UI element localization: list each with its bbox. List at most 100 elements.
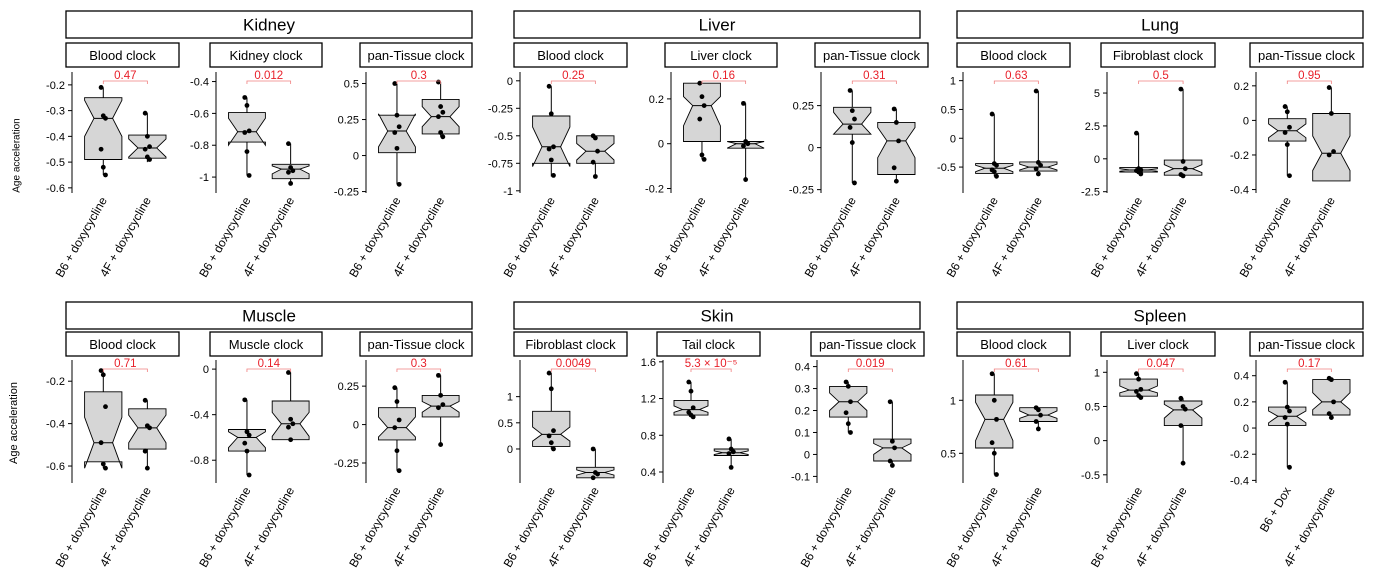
y-tick-label: 0 bbox=[353, 151, 359, 163]
data-point bbox=[440, 402, 446, 407]
p-value-label: 0.3 bbox=[411, 70, 427, 82]
y-tick-label: -0.5 bbox=[937, 162, 956, 174]
notched-box bbox=[1163, 159, 1203, 176]
data-point bbox=[849, 140, 855, 145]
group-title-text: Lung bbox=[1141, 16, 1179, 35]
panel-title-box bbox=[65, 331, 180, 357]
data-point bbox=[994, 162, 999, 168]
y-tick-label: 0 bbox=[507, 76, 513, 88]
notched-box bbox=[1119, 378, 1158, 397]
panel-title-box bbox=[1249, 42, 1364, 68]
y-tick-label: 0 bbox=[804, 449, 810, 461]
data-point bbox=[1287, 464, 1292, 470]
p-value-bracket bbox=[690, 368, 732, 372]
y-tick-label: -0.2 bbox=[46, 376, 65, 388]
data-point bbox=[436, 372, 441, 378]
data-point bbox=[728, 464, 734, 470]
data-point bbox=[103, 115, 108, 121]
panel-title-text: Blood clock bbox=[537, 48, 604, 63]
p-value-label: 0.047 bbox=[1146, 358, 1175, 370]
data-point bbox=[690, 405, 696, 411]
data-point bbox=[1134, 130, 1139, 136]
data-point bbox=[1180, 460, 1186, 466]
data-point bbox=[147, 144, 152, 150]
y-tick-label: -0.4 bbox=[190, 77, 209, 89]
p-value-label: 0.31 bbox=[863, 70, 885, 82]
y-tick-label: 0 bbox=[353, 420, 359, 432]
data-point bbox=[551, 428, 556, 434]
panel-title-box bbox=[1100, 42, 1216, 68]
data-point bbox=[726, 436, 732, 442]
data-point bbox=[1035, 426, 1041, 432]
p-value-label: 0.012 bbox=[254, 70, 283, 82]
data-point bbox=[592, 135, 598, 141]
data-point bbox=[1282, 104, 1288, 109]
panel-title-box bbox=[359, 331, 473, 357]
panel-title-box bbox=[359, 42, 473, 68]
panel-title-text: Liver clock bbox=[690, 48, 752, 63]
p-value-label: 0.019 bbox=[856, 358, 885, 370]
data-point bbox=[100, 372, 106, 378]
data-point bbox=[688, 388, 694, 394]
y-tick-label: -0.1 bbox=[791, 471, 810, 483]
data-point bbox=[396, 417, 402, 423]
data-point bbox=[592, 174, 598, 179]
data-point bbox=[100, 461, 106, 467]
y-tick-label: -0.4 bbox=[46, 419, 65, 431]
data-point bbox=[1136, 376, 1142, 382]
data-point bbox=[991, 169, 997, 175]
notched-box bbox=[832, 106, 872, 135]
data-point bbox=[1328, 377, 1334, 383]
data-point bbox=[991, 397, 997, 403]
data-point bbox=[843, 410, 849, 416]
y-tick-label: 0.2 bbox=[795, 406, 810, 418]
panel-title-box bbox=[513, 42, 628, 68]
data-point bbox=[546, 433, 552, 439]
y-tick-label: -0.2 bbox=[1230, 150, 1249, 162]
y-tick-label: 1 bbox=[1094, 367, 1100, 379]
notched-box bbox=[84, 391, 123, 469]
data-point bbox=[142, 448, 148, 454]
data-point bbox=[392, 385, 398, 391]
data-point bbox=[392, 81, 398, 86]
y-tick-label: 0.4 bbox=[641, 467, 656, 479]
y-tick-label: -0.8 bbox=[190, 455, 209, 467]
y-tick-label: 0 bbox=[1094, 154, 1100, 166]
data-point bbox=[1282, 415, 1288, 420]
y-tick-label: 1 bbox=[950, 395, 956, 407]
data-point bbox=[548, 111, 554, 117]
group-title-text: Liver bbox=[699, 16, 736, 35]
data-point bbox=[396, 181, 402, 187]
data-point bbox=[548, 157, 554, 163]
data-point bbox=[286, 169, 291, 175]
y-tick-label: -0.4 bbox=[1230, 185, 1249, 197]
data-point bbox=[436, 79, 441, 85]
data-point bbox=[144, 133, 150, 139]
data-point bbox=[1182, 166, 1188, 172]
group-title-liver: Liver bbox=[513, 10, 921, 39]
y-tick-label: 0.2 bbox=[1234, 397, 1249, 409]
data-point bbox=[896, 138, 901, 144]
y-tick-label: 1 bbox=[507, 392, 513, 404]
group-title-spleen: Spleen bbox=[956, 301, 1364, 330]
data-point bbox=[590, 446, 596, 452]
y-tick-label: 0 bbox=[658, 139, 664, 151]
y-tick-label: -0.75 bbox=[488, 158, 513, 170]
panel-kidney-blood-clock: Blood clock-0.2-0.3-0.4-0.5-0.6B6 + doxy… bbox=[46, 42, 180, 280]
data-point bbox=[994, 173, 999, 179]
data-point bbox=[242, 95, 248, 100]
data-point bbox=[103, 172, 108, 178]
notched-box bbox=[532, 115, 571, 167]
data-point bbox=[551, 173, 556, 178]
data-point bbox=[242, 440, 248, 446]
p-value-bracket bbox=[246, 80, 292, 84]
data-point bbox=[989, 440, 995, 446]
data-point bbox=[246, 173, 252, 178]
category-label: B6 + Dox bbox=[1257, 485, 1294, 535]
data-point bbox=[595, 148, 600, 154]
y-tick-label: 0.25 bbox=[793, 101, 814, 113]
